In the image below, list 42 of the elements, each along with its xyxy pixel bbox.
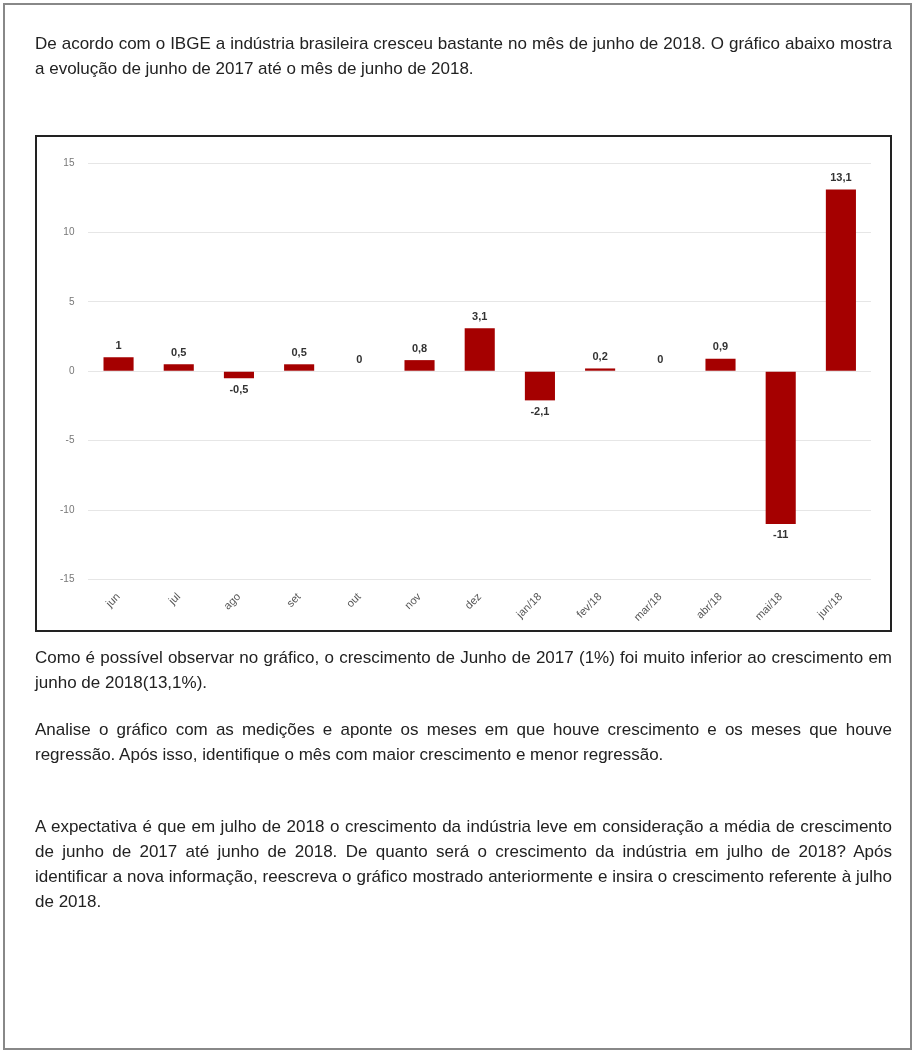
bar	[223, 371, 254, 379]
y-tick-label: 5	[68, 295, 75, 307]
y-tick-label: 15	[63, 156, 75, 168]
y-tick-label: -15	[60, 573, 75, 585]
bar	[524, 371, 555, 401]
x-tick-label: ago	[221, 590, 243, 612]
data-label: 1	[115, 338, 122, 351]
text: A expectativa é que em julho de 2018 o crescimento da indústria leve em consideração a média de crescimento de junho de 2017 até junho de 2018. De quanto será o crescimento da indústria em julho de 2018? Após identificar a nova informação, reescreva o gráfico mostrado anteriormente e insira o crescimento referente à julho de 2018.	[35, 816, 892, 913]
text: Como é possível observar no gráfico, o crescimento de Junho de 2017 (1%) foi muito inferior ao crescimento em junho de 2018(13,1%).	[35, 647, 892, 694]
bar	[284, 364, 315, 371]
data-label: -2,1	[530, 404, 550, 417]
x-tick-label: nov	[402, 589, 424, 612]
bar	[705, 358, 736, 371]
y-tick-label: -10	[60, 503, 75, 515]
data-label: 0,5	[171, 345, 187, 358]
bar	[765, 371, 796, 524]
x-tick-label: out	[343, 590, 363, 610]
data-label: -0,5	[229, 382, 249, 395]
x-tick-label: jul	[165, 590, 183, 608]
bar	[163, 364, 194, 371]
chart-title: De acordo com o IBGE a indústria brasileira cresceu bastante no mês de junho de 2018. O gráfico abaixo mostra a evolução de junho de 2017 até o mês de junho de 2018.	[35, 33, 892, 80]
data-label: 0,2	[592, 349, 608, 362]
data-label: -11	[773, 528, 789, 541]
y-tick-label: 0	[68, 364, 75, 376]
data-label: 3,1	[472, 309, 488, 322]
bar	[585, 368, 616, 371]
data-label: 13,1	[830, 170, 852, 183]
bar	[825, 189, 856, 371]
y-tick-label: 10	[63, 226, 75, 238]
bar	[464, 328, 495, 371]
x-tick-label: jun	[102, 590, 123, 610]
x-tick-label: dez	[462, 590, 484, 612]
bar	[404, 360, 435, 371]
bar	[103, 357, 134, 371]
data-label: 0,5	[291, 345, 307, 358]
data-label: 0,8	[411, 341, 428, 354]
text: Analise o gráfico com as medições e aponte os meses em que houve crescimento e os meses que houve regressão. Após isso, identifique o mês com maior crescimento e menor regressão.	[35, 719, 892, 766]
y-tick-label: -5	[65, 434, 75, 446]
data-label: 0,9	[712, 340, 729, 353]
data-label: 0	[657, 352, 664, 365]
x-tick-label: set	[283, 590, 303, 610]
data-label: 0	[356, 352, 363, 365]
